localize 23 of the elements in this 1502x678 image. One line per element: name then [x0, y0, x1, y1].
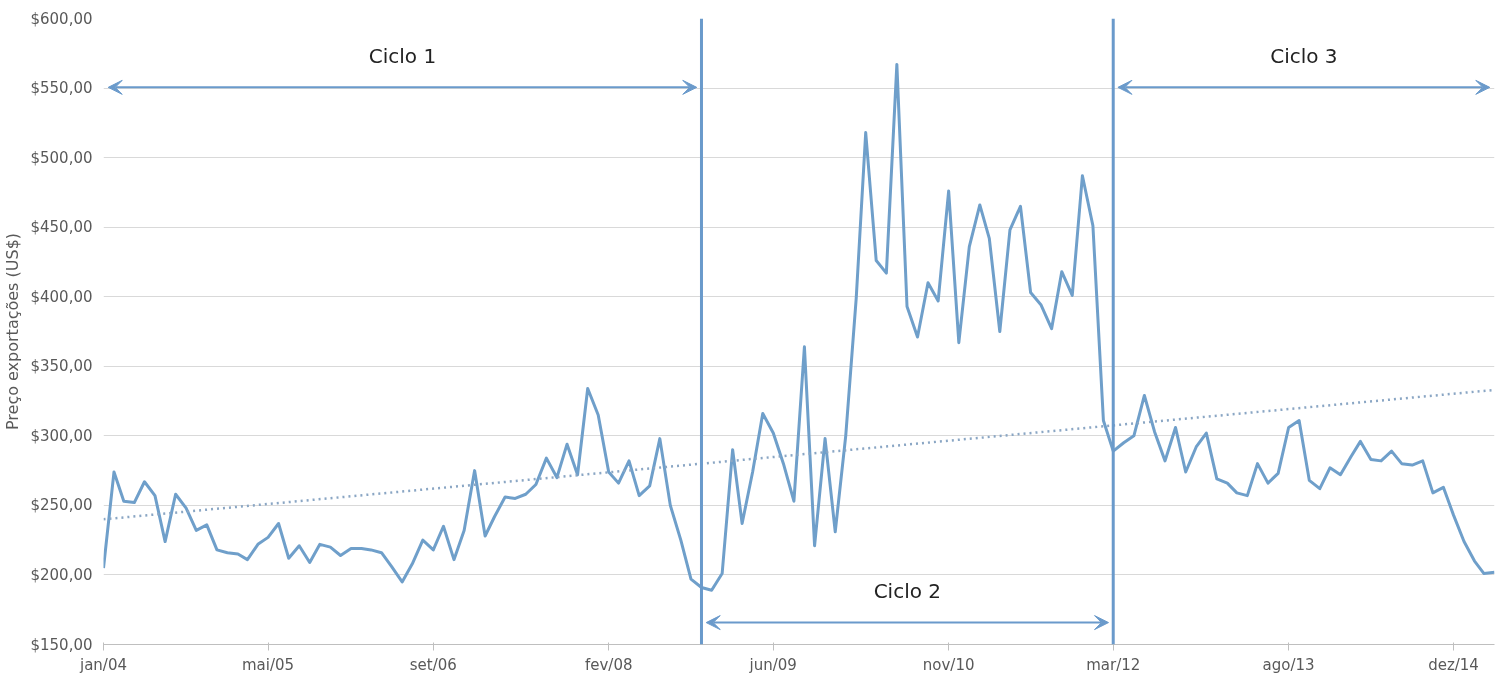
annotation: Ciclo 1 [368, 44, 437, 69]
y-tick-label: $150,00 [30, 635, 93, 654]
x-tick-label: mai/05 [242, 655, 295, 674]
y-tick-label: $550,00 [30, 79, 93, 98]
x-tick-label: ago/13 [1262, 655, 1315, 674]
x-tick-label: set/06 [409, 655, 457, 674]
annotation: Ciclo 2 [873, 579, 942, 604]
y-tick-label: $600,00 [30, 9, 93, 28]
x-tick-label: jun/09 [748, 655, 797, 674]
annotation: Ciclo 3 [1270, 44, 1338, 69]
x-tick-label: dez/14 [1428, 655, 1479, 674]
x-tick-label: fev/08 [584, 655, 633, 674]
y-tick-label: $350,00 [30, 357, 93, 376]
y-tick-label: $450,00 [30, 218, 93, 237]
y-tick-label: $250,00 [30, 496, 93, 515]
y-tick-label: $200,00 [30, 565, 93, 584]
x-tick-label: mar/12 [1086, 655, 1141, 674]
y-axis-title: Preço exportações (US$) [3, 232, 23, 431]
x-tick-label: jan/04 [79, 655, 128, 674]
y-tick-label: $500,00 [30, 148, 93, 167]
y-tick-label: $400,00 [30, 287, 93, 306]
y-tick-label: $300,00 [30, 426, 93, 445]
x-tick-label: nov/10 [922, 655, 975, 674]
